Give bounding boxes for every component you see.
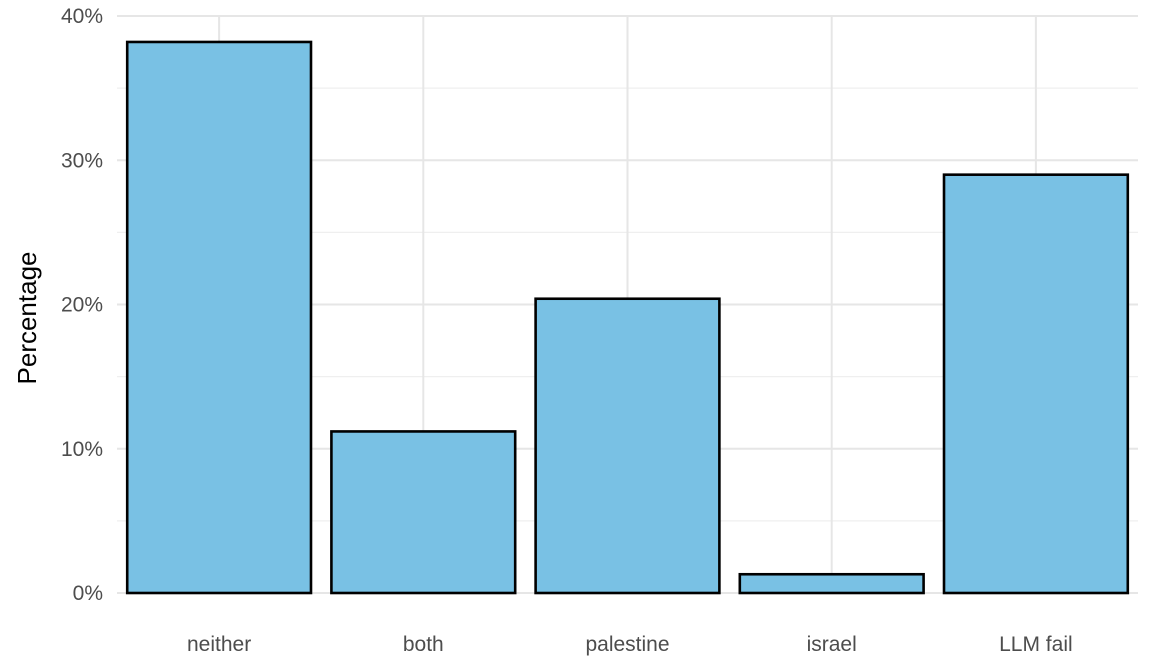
x-tick-label: neither [187,633,251,656]
y-axis-ticks: 0% 10% 20% 30% 40% [61,5,103,605]
bar-israel [738,572,925,595]
bar-both [330,430,517,595]
x-tick-label: palestine [585,633,669,656]
y-tick-label: 30% [61,149,103,172]
bar-palestine [534,297,721,595]
y-tick-label: 0% [73,582,103,605]
y-axis-title: Percentage [12,252,42,385]
y-tick-label: 40% [61,5,103,28]
bar-llm-fail [942,173,1130,595]
x-tick-label: israel [807,633,857,656]
y-tick-label: 10% [61,438,103,461]
bars [125,40,1130,595]
y-tick-label: 20% [61,294,103,317]
bar-neither [125,40,313,595]
x-tick-label: LLM fail [999,633,1073,656]
x-axis-ticks: neither both palestine israel LLM fail [187,633,1073,656]
x-tick-label: both [403,633,444,656]
